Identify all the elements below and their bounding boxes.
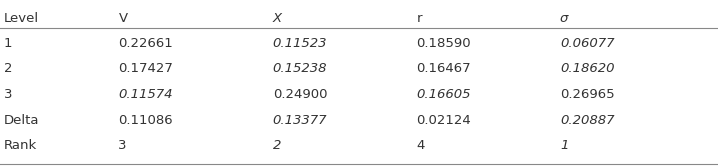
Text: 0.22661: 0.22661: [118, 37, 173, 49]
Text: 0.18620: 0.18620: [560, 62, 615, 75]
Text: Level: Level: [4, 12, 39, 25]
Text: 3: 3: [4, 88, 12, 101]
Text: 0.11086: 0.11086: [118, 114, 173, 127]
Text: 2: 2: [273, 139, 281, 152]
Text: 3: 3: [118, 139, 127, 152]
Text: 0.26965: 0.26965: [560, 88, 615, 101]
Text: 0.16605: 0.16605: [416, 88, 471, 101]
Text: σ: σ: [560, 12, 569, 25]
Text: X: X: [273, 12, 282, 25]
Text: 0.11523: 0.11523: [273, 37, 327, 49]
Text: 0.16467: 0.16467: [416, 62, 471, 75]
Text: Rank: Rank: [4, 139, 37, 152]
Text: V: V: [118, 12, 128, 25]
Text: 0.11574: 0.11574: [118, 88, 173, 101]
Text: 0.06077: 0.06077: [560, 37, 615, 49]
Text: 0.20887: 0.20887: [560, 114, 615, 127]
Text: 2: 2: [4, 62, 12, 75]
Text: 0.13377: 0.13377: [273, 114, 327, 127]
Text: 1: 1: [560, 139, 569, 152]
Text: Delta: Delta: [4, 114, 39, 127]
Text: 0.18590: 0.18590: [416, 37, 471, 49]
Text: 0.24900: 0.24900: [273, 88, 327, 101]
Text: 4: 4: [416, 139, 425, 152]
Text: r: r: [416, 12, 422, 25]
Text: 0.17427: 0.17427: [118, 62, 173, 75]
Text: 0.15238: 0.15238: [273, 62, 327, 75]
Text: 0.02124: 0.02124: [416, 114, 471, 127]
Text: 1: 1: [4, 37, 12, 49]
